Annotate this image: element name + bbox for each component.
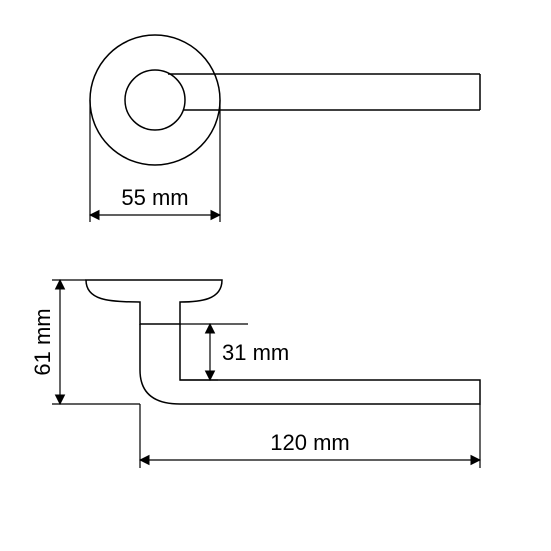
technical-drawing: 55 mm 61 mm 31 mm 120 mm bbox=[0, 0, 551, 551]
lever-profile bbox=[140, 324, 480, 404]
dim-label-55: 55 mm bbox=[121, 185, 188, 210]
side-view: 61 mm 31 mm 120 mm bbox=[30, 280, 480, 468]
rose-inner-circle bbox=[125, 70, 185, 130]
dim-label-31: 31 mm bbox=[222, 340, 289, 365]
dim-label-120: 120 mm bbox=[270, 430, 349, 455]
top-view: 55 mm bbox=[90, 35, 480, 222]
dim-label-61: 61 mm bbox=[30, 308, 55, 375]
rose-profile bbox=[86, 280, 222, 324]
rose-outer-circle bbox=[90, 35, 220, 165]
